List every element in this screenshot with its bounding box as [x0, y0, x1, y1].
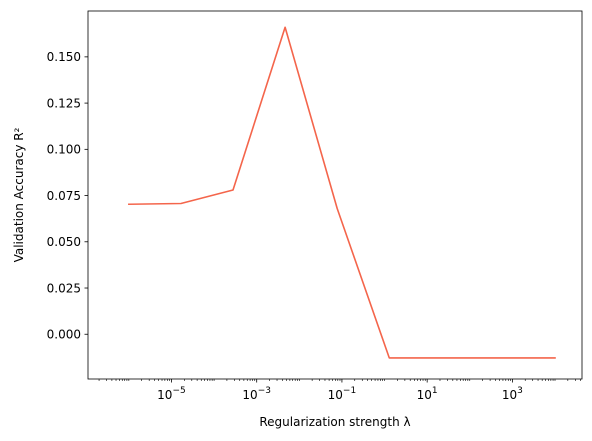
- x-axis-label: Regularization strength λ: [259, 415, 410, 429]
- x-tick-label-exponent: 3: [517, 386, 523, 396]
- x-tick-label: 10−1: [328, 386, 357, 402]
- x-tick-label: 101: [417, 386, 438, 402]
- series-line-0: [128, 26, 556, 359]
- plot-area: [87, 10, 583, 380]
- x-tick-label-exponent: −3: [258, 386, 271, 396]
- y-tick-label: 0.075: [47, 189, 81, 203]
- y-axis-ticks: 0.150 0.125 0.100 0.075 0.050 0.025 0.000: [47, 50, 88, 342]
- x-axis-ticks: 10−5 10−3 10−1 101 103: [98, 379, 581, 402]
- x-tick-label-exponent: 1: [432, 386, 438, 396]
- x-tick-label-exponent: −1: [343, 386, 356, 396]
- y-tick-label: 0.000: [47, 328, 81, 342]
- y-tick-label: 0.125: [47, 96, 81, 110]
- y-tick-label: 0.050: [47, 235, 81, 249]
- x-tick-label: 103: [502, 386, 523, 402]
- x-tick-label-exponent: −5: [172, 386, 185, 396]
- x-tick-label-base: 10: [328, 388, 343, 402]
- y-tick-label: 0.100: [47, 143, 81, 157]
- x-tick-label: 10−5: [157, 386, 186, 402]
- y-axis-label: Validation Accuracy R²: [12, 127, 26, 262]
- x-tick-label-base: 10: [242, 388, 257, 402]
- y-tick-label: 0.025: [47, 281, 81, 295]
- x-tick-label-base: 10: [417, 388, 432, 402]
- series-layer: [128, 26, 556, 359]
- x-tick-label-base: 10: [157, 388, 172, 402]
- y-tick-label: 0.150: [47, 50, 81, 64]
- x-tick-label-base: 10: [502, 388, 517, 402]
- x-tick-label: 10−3: [242, 386, 271, 402]
